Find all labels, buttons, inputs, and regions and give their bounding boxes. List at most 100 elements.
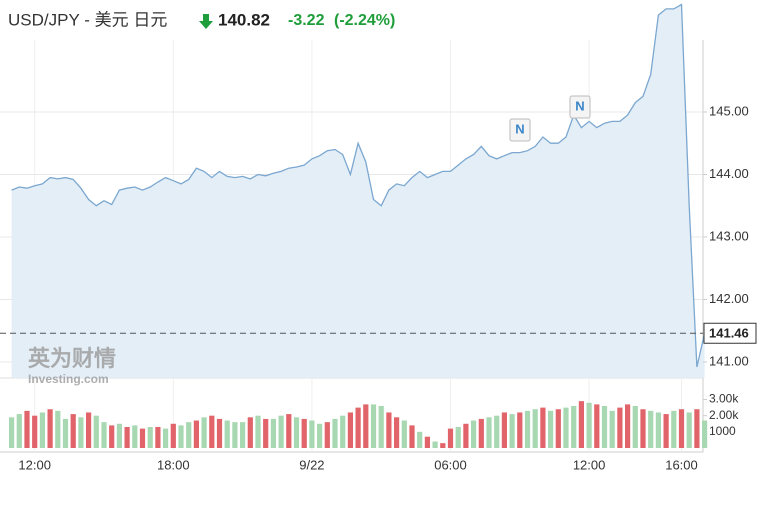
price: 140.82 [218,10,270,29]
volume-bar [124,427,130,448]
volume-bar [62,418,69,448]
change-pct: (-2.24%) [334,12,395,29]
volume-bar [47,409,53,448]
x-tick-label: 18:00 [157,457,190,472]
volume-bar [139,428,146,448]
volume-bar [501,412,507,448]
news-flag [569,95,591,119]
volume-bar [548,410,554,448]
volume-bar [340,415,346,448]
volume-bar [478,418,484,448]
y-tick-label: 2.00k [709,408,739,422]
volume-bar [578,401,584,448]
volume-bar [440,443,446,448]
x-tick-label: 16:00 [665,457,698,472]
volume-bar [186,422,192,448]
volume-bar [39,412,45,448]
volume-bar [571,406,577,448]
watermark-brand: 英为财情 [28,346,116,371]
volume-bar [324,422,330,448]
volume-bar [678,409,685,448]
volume-bar [370,404,377,448]
volume-bar [640,409,646,448]
volume-bar [193,420,199,448]
y-tick-label: 3.00k [709,392,739,406]
price-line [11,3,706,368]
volume-bar [201,417,207,448]
volume-bar [240,422,246,448]
x-tick-label: 9/22 [299,457,324,472]
volume-bar [694,409,700,448]
volume-bar [347,412,353,448]
volume-bar [216,418,223,448]
volume-bar [394,417,400,448]
volume-bar [363,404,369,448]
price-area [11,4,705,378]
volume-bar [432,441,438,448]
volume-bar [378,406,384,448]
news-flag [509,118,531,142]
volume-bar [332,418,338,448]
volume-bar [93,415,99,448]
current-price-label: 141.46 [709,326,749,341]
volume-bar [355,407,361,448]
volume-bar [386,412,392,448]
volume-bar [625,404,631,448]
news-flag-label: N [575,98,584,113]
volume-bar [517,412,523,448]
volume-bar [155,427,161,448]
volume-bar [648,410,654,448]
volume-bar [147,427,153,448]
watermark-site: Investing.com [28,372,109,386]
volume-bar [409,425,415,448]
volume-bar [686,412,692,448]
volume-bar [232,422,238,448]
volume-bar [55,410,61,448]
volume-bar [594,404,600,448]
volume-bar [32,415,38,448]
volume-bar [532,409,538,448]
volume-bar [270,418,276,448]
volume-bar [170,423,176,448]
x-tick-label: 06:00 [434,457,467,472]
change: -3.22 [288,12,325,29]
volume-bar [116,423,122,448]
volume-bar [663,414,669,448]
volume-bar [78,417,84,448]
volume-bar [632,406,638,448]
volume-bar [9,417,15,448]
volume-bar [702,420,708,448]
current-price-box [703,322,757,344]
y-tick-label: 1000 [709,424,736,438]
volume-bar [293,417,300,448]
volume-bar [509,414,515,448]
volume-bar [317,423,323,448]
volume-bar [486,417,492,448]
volume-bar [455,427,461,448]
volume-bar [86,412,92,448]
volume-bar [247,417,253,448]
volume-bar [609,410,615,448]
down-arrow [199,14,213,29]
volume-bar [586,402,592,448]
volume-bar [524,410,531,448]
volume-bar [278,415,284,448]
volume-bar [263,418,269,448]
volume-bar [101,422,107,448]
news-flag-label: N [515,121,524,136]
volume-bar [16,414,22,448]
volume-bar [555,409,561,448]
volume-bar [109,425,115,448]
y-tick-label: 145.00 [709,103,749,118]
volume-bar [178,425,184,448]
y-tick-label: 142.00 [709,291,749,306]
volume-bar [24,410,30,448]
volume-bar [286,414,292,448]
volume-bar [494,415,500,448]
volume-bar [424,436,430,448]
volume-bar [417,431,423,448]
x-tick-label: 12:00 [573,457,606,472]
symbol: USD/JPY - 美元 日元 [8,10,167,29]
y-tick-label: 144.00 [709,166,749,181]
